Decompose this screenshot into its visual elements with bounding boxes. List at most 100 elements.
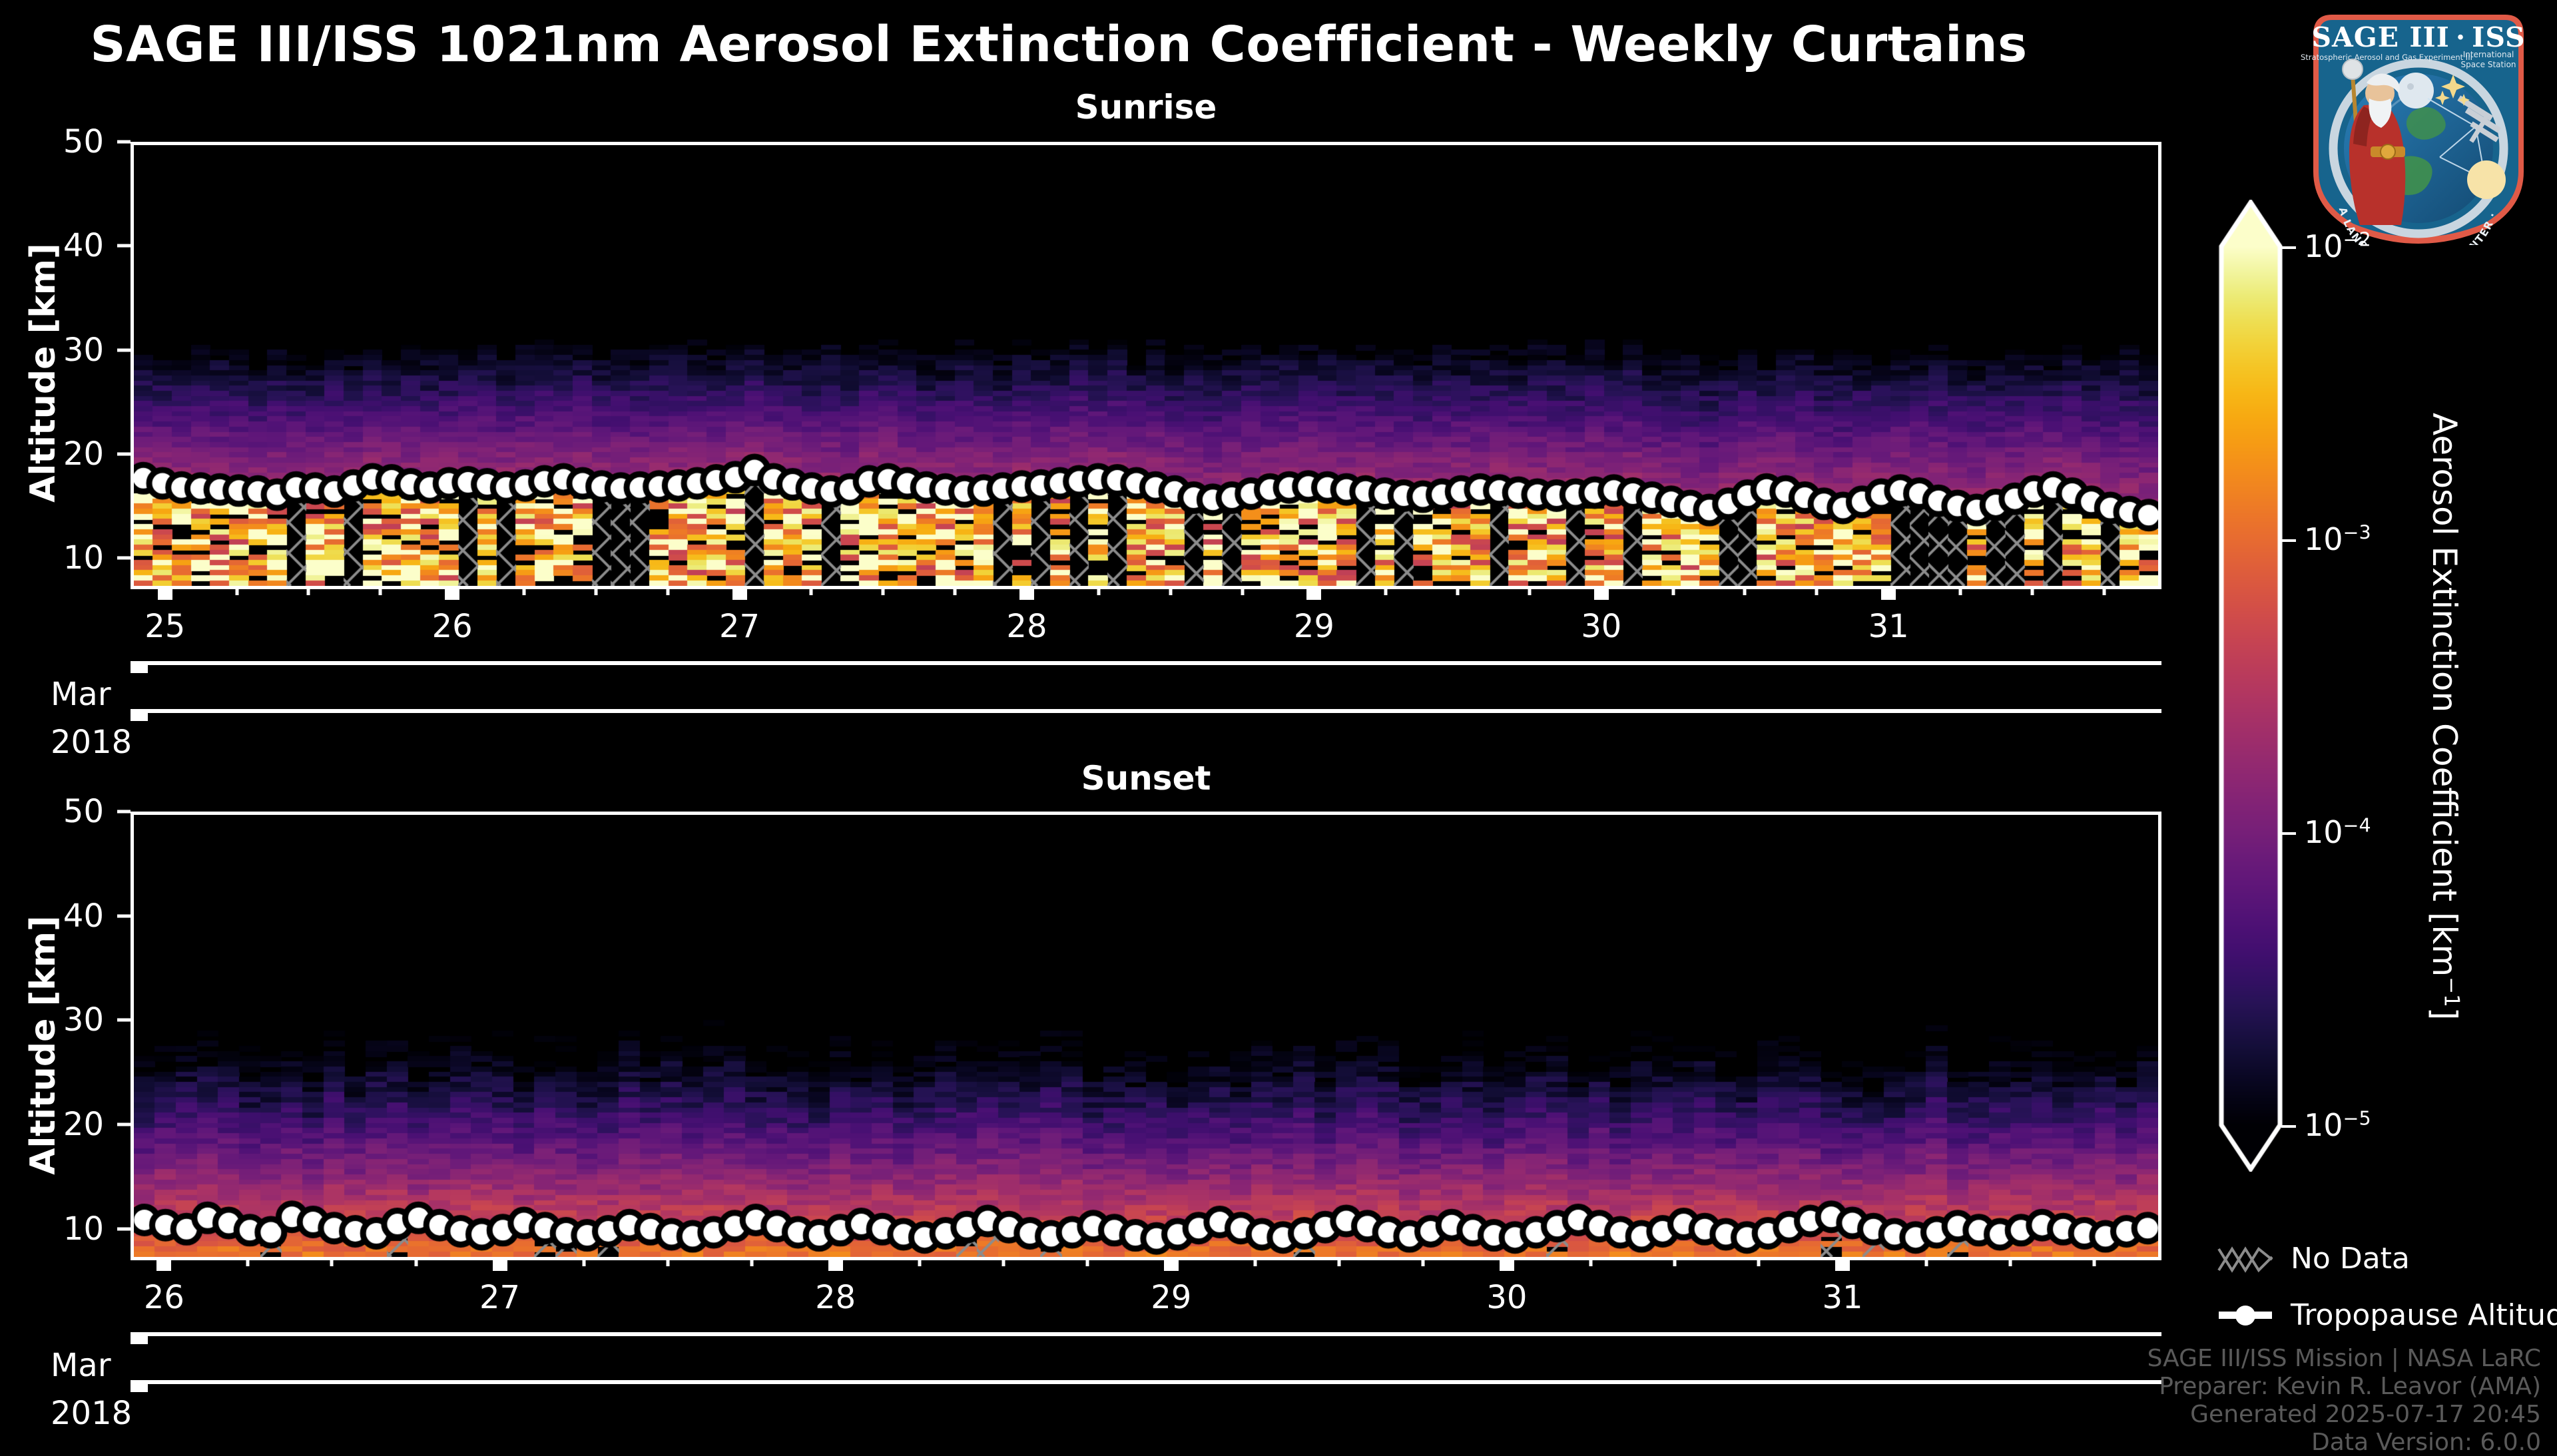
logo-figure <box>2342 59 2406 225</box>
x-tick-label-day: 26 <box>143 1279 184 1316</box>
legend-item-no-data[interactable]: No Data <box>2217 1242 2410 1276</box>
legend-item-tropopause[interactable]: Tropopause Altitude <box>2217 1298 2557 1332</box>
y-tick-mark <box>117 556 131 560</box>
x-minor-tick <box>1421 1260 1425 1266</box>
x-minor-tick <box>1337 1260 1341 1266</box>
x-minor-tick <box>1097 589 1101 595</box>
y-tick-mark <box>117 140 131 144</box>
x-tick-label-day: 27 <box>479 1279 521 1316</box>
x-tick-mark <box>156 1260 172 1271</box>
x-minor-tick <box>809 589 813 595</box>
colorbar[interactable]: 10−2 10−3 10−4 10−5 Aerosol Extinction Coef… <box>2197 186 2544 1185</box>
hatch-no-data-icon <box>2217 1246 2273 1273</box>
plot-area-sunset[interactable] <box>131 812 2161 1260</box>
x-minor-tick <box>1169 589 1173 595</box>
x-tick-mark <box>828 1260 843 1271</box>
logo-landmass-b <box>2406 107 2446 140</box>
x-minor-tick <box>594 589 598 595</box>
logo-moon-crater <box>2407 83 2414 90</box>
page-title: SAGE III/ISS 1021nm Aerosol Extinction C… <box>90 16 2028 73</box>
y-tick-mark <box>117 810 131 814</box>
x-tick-mark <box>1593 589 1609 600</box>
x-axis-sunset: 26 27 28 29 30 31 Mar 2018 <box>0 1260 2264 1432</box>
logo-ring <box>2329 59 2508 238</box>
y-tick-label: 50 <box>63 123 104 160</box>
x-minor-tick <box>953 589 957 595</box>
logo-subtitle-right-1: International <box>2463 50 2514 59</box>
footer-line-version: Data Version: 6.0.0 <box>2311 1429 2541 1456</box>
colorbar-tick-mark <box>2281 539 2296 542</box>
logo-subtitle-right-2: Space Station <box>2460 60 2516 69</box>
x-minor-tick <box>1085 1260 1089 1266</box>
logo-stars <box>2435 75 2470 106</box>
x-minor-tick <box>1958 589 1962 595</box>
logo-hair <box>2367 73 2400 93</box>
y-tick-label: 40 <box>63 227 104 265</box>
x-minor-tick <box>1673 1260 1677 1266</box>
x-axis-level-tick <box>131 1332 148 1344</box>
x-minor-tick <box>2092 1260 2096 1266</box>
legend-label-tropopause: Tropopause Altitude <box>2291 1298 2557 1332</box>
x-minor-tick <box>2008 1260 2012 1266</box>
x-tick-mark <box>1306 589 1322 600</box>
colorbar-axis-label: Aerosol Extinction Coefficient [km−1] <box>2425 413 2464 1021</box>
x-tick-mark <box>732 589 747 600</box>
logo-staff-orb <box>2342 59 2363 80</box>
x-minor-tick <box>1384 589 1388 595</box>
x-minor-tick <box>1253 1260 1257 1266</box>
x-minor-tick <box>235 589 239 595</box>
x-tick-mark <box>1835 1260 1850 1271</box>
x-minor-tick <box>1924 1260 1928 1266</box>
colorbar-tick-mark <box>2281 246 2296 249</box>
x-axis-level-rule <box>131 1380 2161 1384</box>
colorbar-gradient <box>2217 200 2284 1172</box>
x-axis-level-tick <box>131 709 148 721</box>
x-axis-level-tick <box>131 661 148 673</box>
x-minor-tick <box>306 589 310 595</box>
x-minor-tick <box>1743 589 1747 595</box>
x-tick-label-day: 30 <box>1486 1279 1528 1316</box>
x-axis-level-label-2018: 2018 <box>51 724 133 761</box>
colorbar-tick-label: 10−4 <box>2304 814 2371 851</box>
colorbar-tick-label: 10−5 <box>2304 1107 2371 1143</box>
x-tick-label-day: 27 <box>719 608 760 645</box>
x-minor-tick <box>666 1260 670 1266</box>
x-tick-label-day: 28 <box>815 1279 856 1316</box>
footer-line-generated: Generated 2025-07-17 20:45 <box>2190 1401 2541 1428</box>
y-tick-mark <box>117 1018 131 1022</box>
logo-sun <box>2467 160 2506 199</box>
panel-title-sunrise: Sunrise <box>1075 88 1217 126</box>
x-tick-mark <box>1019 589 1034 600</box>
heatmap-canvas-sunrise <box>134 145 2158 586</box>
x-axis-level-rule <box>131 1332 2161 1336</box>
x-tick-label-day: 26 <box>431 608 473 645</box>
x-tick-mark <box>157 589 172 600</box>
x-axis-level-label-2018: 2018 <box>51 1395 133 1432</box>
x-minor-tick <box>2030 589 2034 595</box>
x-minor-tick <box>414 1260 418 1266</box>
x-minor-tick <box>666 589 670 595</box>
x-minor-tick <box>1815 589 1819 595</box>
logo-title: SAGE III · ISS <box>2311 21 2525 53</box>
x-tick-label-day: 31 <box>1822 1279 1863 1316</box>
x-tick-mark <box>492 1260 507 1271</box>
plot-area-sunrise[interactable] <box>131 142 2161 589</box>
x-tick-mark <box>445 589 460 600</box>
x-axis-level-label-mar: Mar <box>51 676 111 713</box>
x-minor-tick <box>330 1260 334 1266</box>
x-axis-level-tick <box>131 1380 148 1392</box>
y-tick-label: 30 <box>63 331 104 369</box>
x-minor-tick <box>1757 1260 1761 1266</box>
y-tick-mark <box>117 348 131 352</box>
x-tick-label-day: 28 <box>1006 608 1047 645</box>
x-minor-tick <box>750 1260 754 1266</box>
y-axis-ticks-sunrise: 10 20 30 40 50 <box>0 0 133 599</box>
y-tick-mark <box>117 1122 131 1126</box>
x-minor-tick <box>881 589 885 595</box>
x-tick-label-day: 25 <box>144 608 186 645</box>
y-tick-mark <box>117 1227 131 1231</box>
x-minor-tick <box>2102 589 2106 595</box>
x-minor-tick <box>1456 589 1460 595</box>
y-tick-label: 40 <box>63 897 104 935</box>
colorbar-tick-label: 10−3 <box>2304 521 2371 557</box>
